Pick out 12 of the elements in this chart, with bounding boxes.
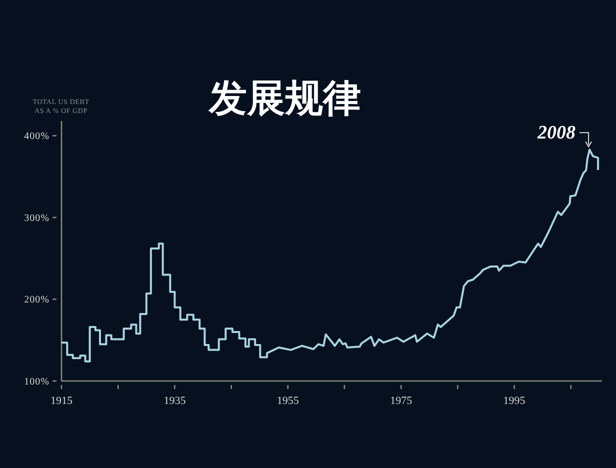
y-tick-label: 100%	[24, 376, 50, 388]
chart-title: 发展规律	[208, 78, 361, 120]
x-tick-label: 1995	[503, 395, 526, 407]
x-tick-label: 1975	[390, 395, 413, 407]
y-tick-label: 200%	[24, 294, 50, 306]
y-tick-label: 300%	[24, 212, 50, 224]
line-series	[60, 148, 600, 362]
y-tick-label: 400%	[24, 131, 50, 142]
x-tick-label: 1955	[276, 395, 300, 407]
annotation: 2008	[536, 122, 576, 144]
x-tick-label: 1915	[50, 395, 73, 407]
x-tick-label: 1935	[164, 395, 186, 407]
